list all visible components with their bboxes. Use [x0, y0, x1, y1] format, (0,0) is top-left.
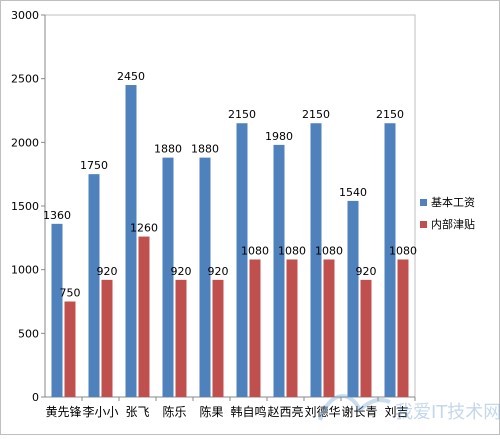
y-tick-label: 0 [32, 391, 39, 404]
x-tick-label: 谢长青 [341, 404, 377, 419]
y-tick-label: 2500 [11, 73, 39, 86]
x-tick-label: 韩自鸣 [230, 404, 266, 419]
bar-base-salary [199, 157, 211, 397]
x-tick-label: 张飞 [125, 405, 149, 419]
legend-label: 内部津贴 [431, 217, 475, 231]
x-tick-label: 陈果 [199, 404, 223, 419]
x-tick-label: 赵西亮 [267, 404, 303, 419]
data-label: 2150 [376, 108, 404, 121]
x-tick-label: 李小小 [82, 404, 118, 419]
data-label: 1750 [80, 159, 108, 172]
watermark: 我爱IT技术网 [300, 380, 500, 435]
x-tick-label: 黄先锋 [45, 405, 81, 419]
data-label: 1360 [43, 209, 71, 222]
data-label: 2450 [117, 70, 145, 83]
data-label: 1080 [241, 244, 269, 257]
bird-logo-icon: 我爱IT技术网 [318, 394, 500, 423]
bars [51, 85, 409, 398]
bar-allowance [360, 279, 372, 397]
data-label: 920 [356, 265, 377, 278]
bar-allowance [397, 259, 409, 397]
bar-allowance [101, 279, 113, 397]
data-label: 1980 [265, 130, 293, 143]
bar-base-salary [310, 123, 322, 397]
bar-base-salary [273, 144, 285, 397]
bar-allowance [64, 301, 76, 397]
bar-base-salary [162, 157, 174, 397]
bar-base-salary [236, 123, 248, 397]
data-label: 920 [208, 265, 229, 278]
legend-label: 基本工资 [431, 195, 475, 209]
bar-base-salary [347, 200, 359, 397]
bar-base-salary [384, 123, 396, 397]
y-tick-label: 1000 [11, 264, 39, 277]
data-label: 1880 [154, 143, 182, 156]
x-tick-label: 刘吉 [384, 405, 408, 419]
plot-area [44, 14, 416, 398]
data-label: 1260 [130, 222, 158, 235]
data-label: 2150 [302, 108, 330, 121]
legend-swatch [420, 199, 427, 206]
bar-allowance [138, 236, 150, 397]
y-tick-label: 1500 [11, 200, 39, 213]
data-labels: 1360 750 1750 920 2450 1260 1880 920 1880 920 2150… [43, 70, 417, 299]
y-tick-label: 3000 [11, 9, 39, 22]
data-label: 920 [97, 265, 118, 278]
bar-allowance [286, 259, 298, 397]
y-tick-label: 2000 [11, 136, 39, 149]
data-label: 2150 [228, 108, 256, 121]
axes: 0 500 1000 1500 2000 2500 3000 黄先锋 李小小 张飞 陈乐 陈果 韩自鸣赵… [11, 9, 416, 419]
bar-base-salary [51, 223, 63, 397]
data-label: 1080 [278, 244, 306, 257]
data-label: 750 [60, 287, 81, 300]
data-label: 1080 [389, 244, 417, 257]
bar-base-salary [125, 85, 137, 398]
data-label: 1540 [339, 186, 367, 199]
bar-allowance [212, 279, 224, 397]
bar-allowance [323, 259, 335, 397]
watermark-text: 我爱IT技术网 [395, 402, 500, 423]
data-label: 920 [171, 265, 192, 278]
x-tick-label: 刘德华 [304, 404, 340, 419]
x-tick-label: 陈乐 [162, 404, 186, 419]
bar-base-salary [88, 174, 100, 397]
legend-swatch [420, 221, 427, 228]
y-tick-label: 500 [18, 327, 39, 340]
data-label: 1880 [191, 143, 219, 156]
data-label: 1080 [315, 244, 343, 257]
bar-allowance [249, 259, 261, 397]
bar-allowance [175, 279, 187, 397]
